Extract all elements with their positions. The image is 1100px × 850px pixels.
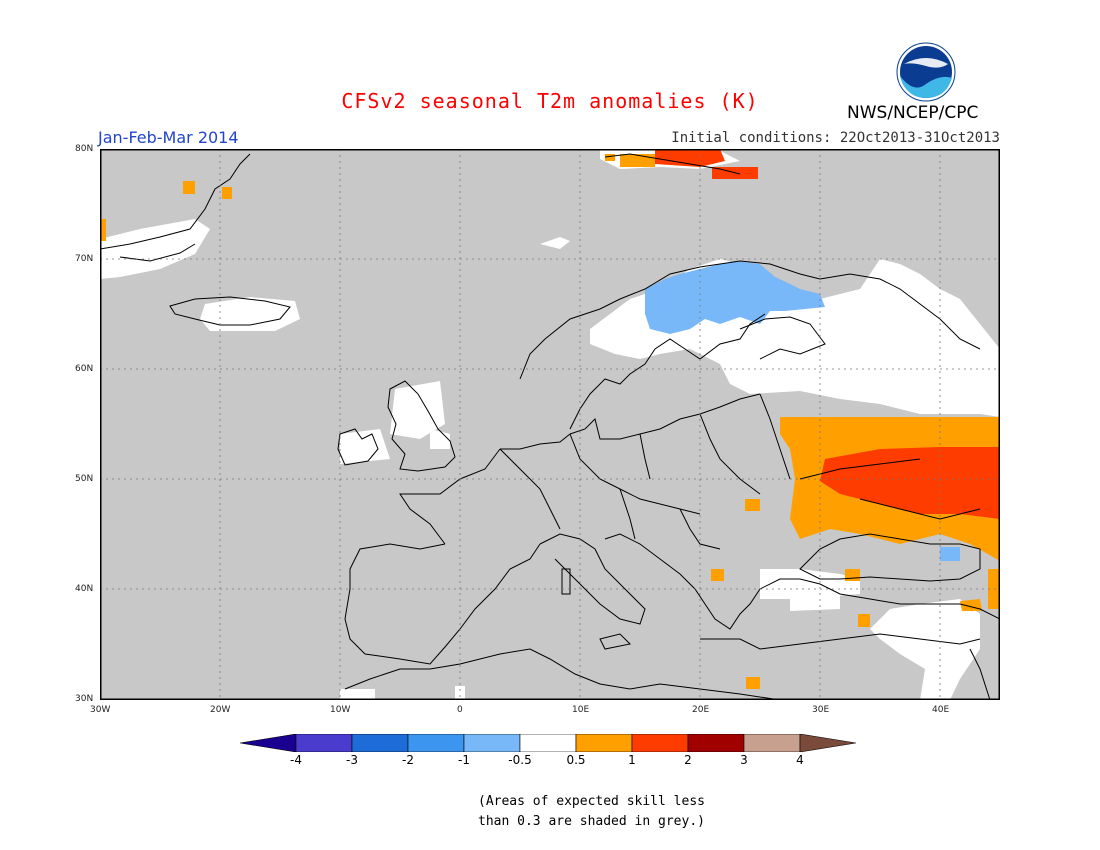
lon-tick-20e: 20E <box>692 705 710 715</box>
color-legend <box>240 734 857 752</box>
legend-label-4: 4 <box>796 753 804 767</box>
legend-bin-8 <box>687 734 745 752</box>
org-label: NWS/NCEP/CPC <box>847 103 979 123</box>
legend-label-m1: -1 <box>458 753 470 767</box>
legend-label-m2: -2 <box>402 753 414 767</box>
legend-bin-6 <box>575 734 633 752</box>
legend-bin-above-max <box>799 734 857 752</box>
lon-tick-10e: 10E <box>572 705 590 715</box>
legend-label-1: 1 <box>628 753 636 767</box>
light-blue-anomaly-region <box>645 261 825 334</box>
ukraine-russia-anomaly <box>100 181 1000 689</box>
lat-tick-50n: 50N <box>75 474 94 484</box>
graticule <box>100 149 1000 700</box>
legend-label-m05: -0.5 <box>508 753 532 767</box>
svalbard-anomaly <box>600 149 758 179</box>
legend-bin-2 <box>351 734 409 752</box>
legend-bin-4 <box>463 734 521 752</box>
legend-label-05: 0.5 <box>566 753 586 767</box>
lon-tick-40e: 40E <box>932 705 950 715</box>
legend-label-2: 2 <box>684 753 692 767</box>
lon-tick-30e: 30E <box>812 705 830 715</box>
lat-tick-30n: 30N <box>75 694 94 704</box>
lon-tick-10w: 10W <box>330 705 351 715</box>
initial-conditions-label: Initial conditions: 22Oct2013-31Oct2013 <box>671 130 1000 146</box>
legend-label-3: 3 <box>740 753 748 767</box>
lat-tick-60n: 60N <box>75 364 94 374</box>
legend-bin-below-min <box>240 734 297 752</box>
legend-label-m4: -4 <box>290 753 302 767</box>
skill-note: (Areas of expected skill less than 0.3 a… <box>478 792 705 832</box>
legend-bin-1 <box>295 734 353 752</box>
legend-bin-9 <box>743 734 801 752</box>
noaa-logo <box>896 42 956 102</box>
legend-bin-3 <box>407 734 465 752</box>
legend-label-m3: -3 <box>346 753 358 767</box>
chart-title: CFSv2 seasonal T2m anomalies (K) <box>341 89 759 113</box>
legend-bin-7 <box>631 734 689 752</box>
season-label: Jan-Feb-Mar 2014 <box>98 128 239 147</box>
lat-tick-70n: 70N <box>75 254 94 264</box>
lon-tick-30w: 30W <box>90 705 111 715</box>
map-frame <box>100 149 1000 700</box>
coastlines <box>100 153 1000 700</box>
skill-note-line-1: (Areas of expected skill less <box>478 794 705 809</box>
skill-note-line-2: than 0.3 are shaded in grey.) <box>478 814 705 829</box>
white-anomaly-regions <box>100 219 1000 700</box>
lon-tick-0: 0 <box>457 705 463 715</box>
legend-bin-5 <box>519 734 577 752</box>
lon-tick-20w: 20W <box>210 705 231 715</box>
anomaly-map <box>100 149 1000 700</box>
lat-tick-80n: 80N <box>75 144 94 154</box>
lat-tick-40n: 40N <box>75 584 94 594</box>
